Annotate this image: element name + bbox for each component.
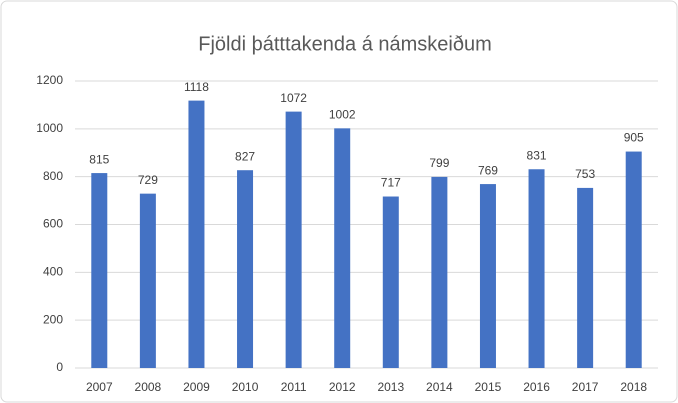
x-tick-label: 2015 bbox=[475, 380, 502, 394]
bar bbox=[382, 196, 399, 368]
data-label: 769 bbox=[478, 163, 498, 177]
bar bbox=[188, 100, 205, 368]
x-tick-label: 2008 bbox=[135, 380, 162, 394]
bar bbox=[528, 169, 545, 368]
bar bbox=[431, 176, 448, 368]
x-tick-label: 2012 bbox=[329, 380, 356, 394]
x-tick-label: 2013 bbox=[377, 380, 404, 394]
x-tick-label: 2014 bbox=[426, 380, 453, 394]
x-tick-label: 2007 bbox=[86, 380, 113, 394]
y-tick-label: 0 bbox=[56, 360, 63, 374]
data-label: 1118 bbox=[184, 80, 209, 94]
data-label: 831 bbox=[527, 148, 547, 162]
bar bbox=[577, 187, 594, 368]
data-label: 827 bbox=[235, 149, 255, 163]
data-label: 799 bbox=[429, 156, 449, 170]
x-tick-label: 2011 bbox=[281, 380, 307, 394]
y-tick-label: 600 bbox=[43, 217, 63, 231]
data-label: 905 bbox=[624, 131, 644, 145]
chart-title: Fjöldi þátttakenda á námskeiðum bbox=[198, 33, 492, 55]
y-tick-label: 1200 bbox=[36, 73, 63, 87]
y-tick-label: 800 bbox=[43, 169, 63, 183]
y-tick-label: 1000 bbox=[36, 121, 63, 135]
bar bbox=[479, 184, 496, 368]
x-tick-label: 2016 bbox=[523, 380, 550, 394]
bar bbox=[285, 111, 302, 368]
data-label: 1002 bbox=[329, 108, 356, 122]
x-tick-label: 2009 bbox=[183, 380, 210, 394]
data-label: 753 bbox=[575, 167, 595, 181]
bar bbox=[237, 170, 254, 368]
bar bbox=[91, 173, 108, 368]
y-tick-label: 400 bbox=[43, 265, 63, 279]
bar bbox=[625, 151, 642, 368]
y-tick-label: 200 bbox=[43, 312, 63, 326]
data-label: 729 bbox=[138, 173, 158, 187]
bar bbox=[139, 193, 156, 368]
data-label: 1072 bbox=[280, 91, 307, 105]
x-tick-label: 2017 bbox=[572, 380, 599, 394]
bar bbox=[334, 128, 351, 368]
x-tick-label: 2018 bbox=[620, 380, 647, 394]
data-label: 717 bbox=[381, 176, 401, 190]
data-label: 815 bbox=[89, 152, 109, 166]
x-tick-label: 2010 bbox=[232, 380, 259, 394]
